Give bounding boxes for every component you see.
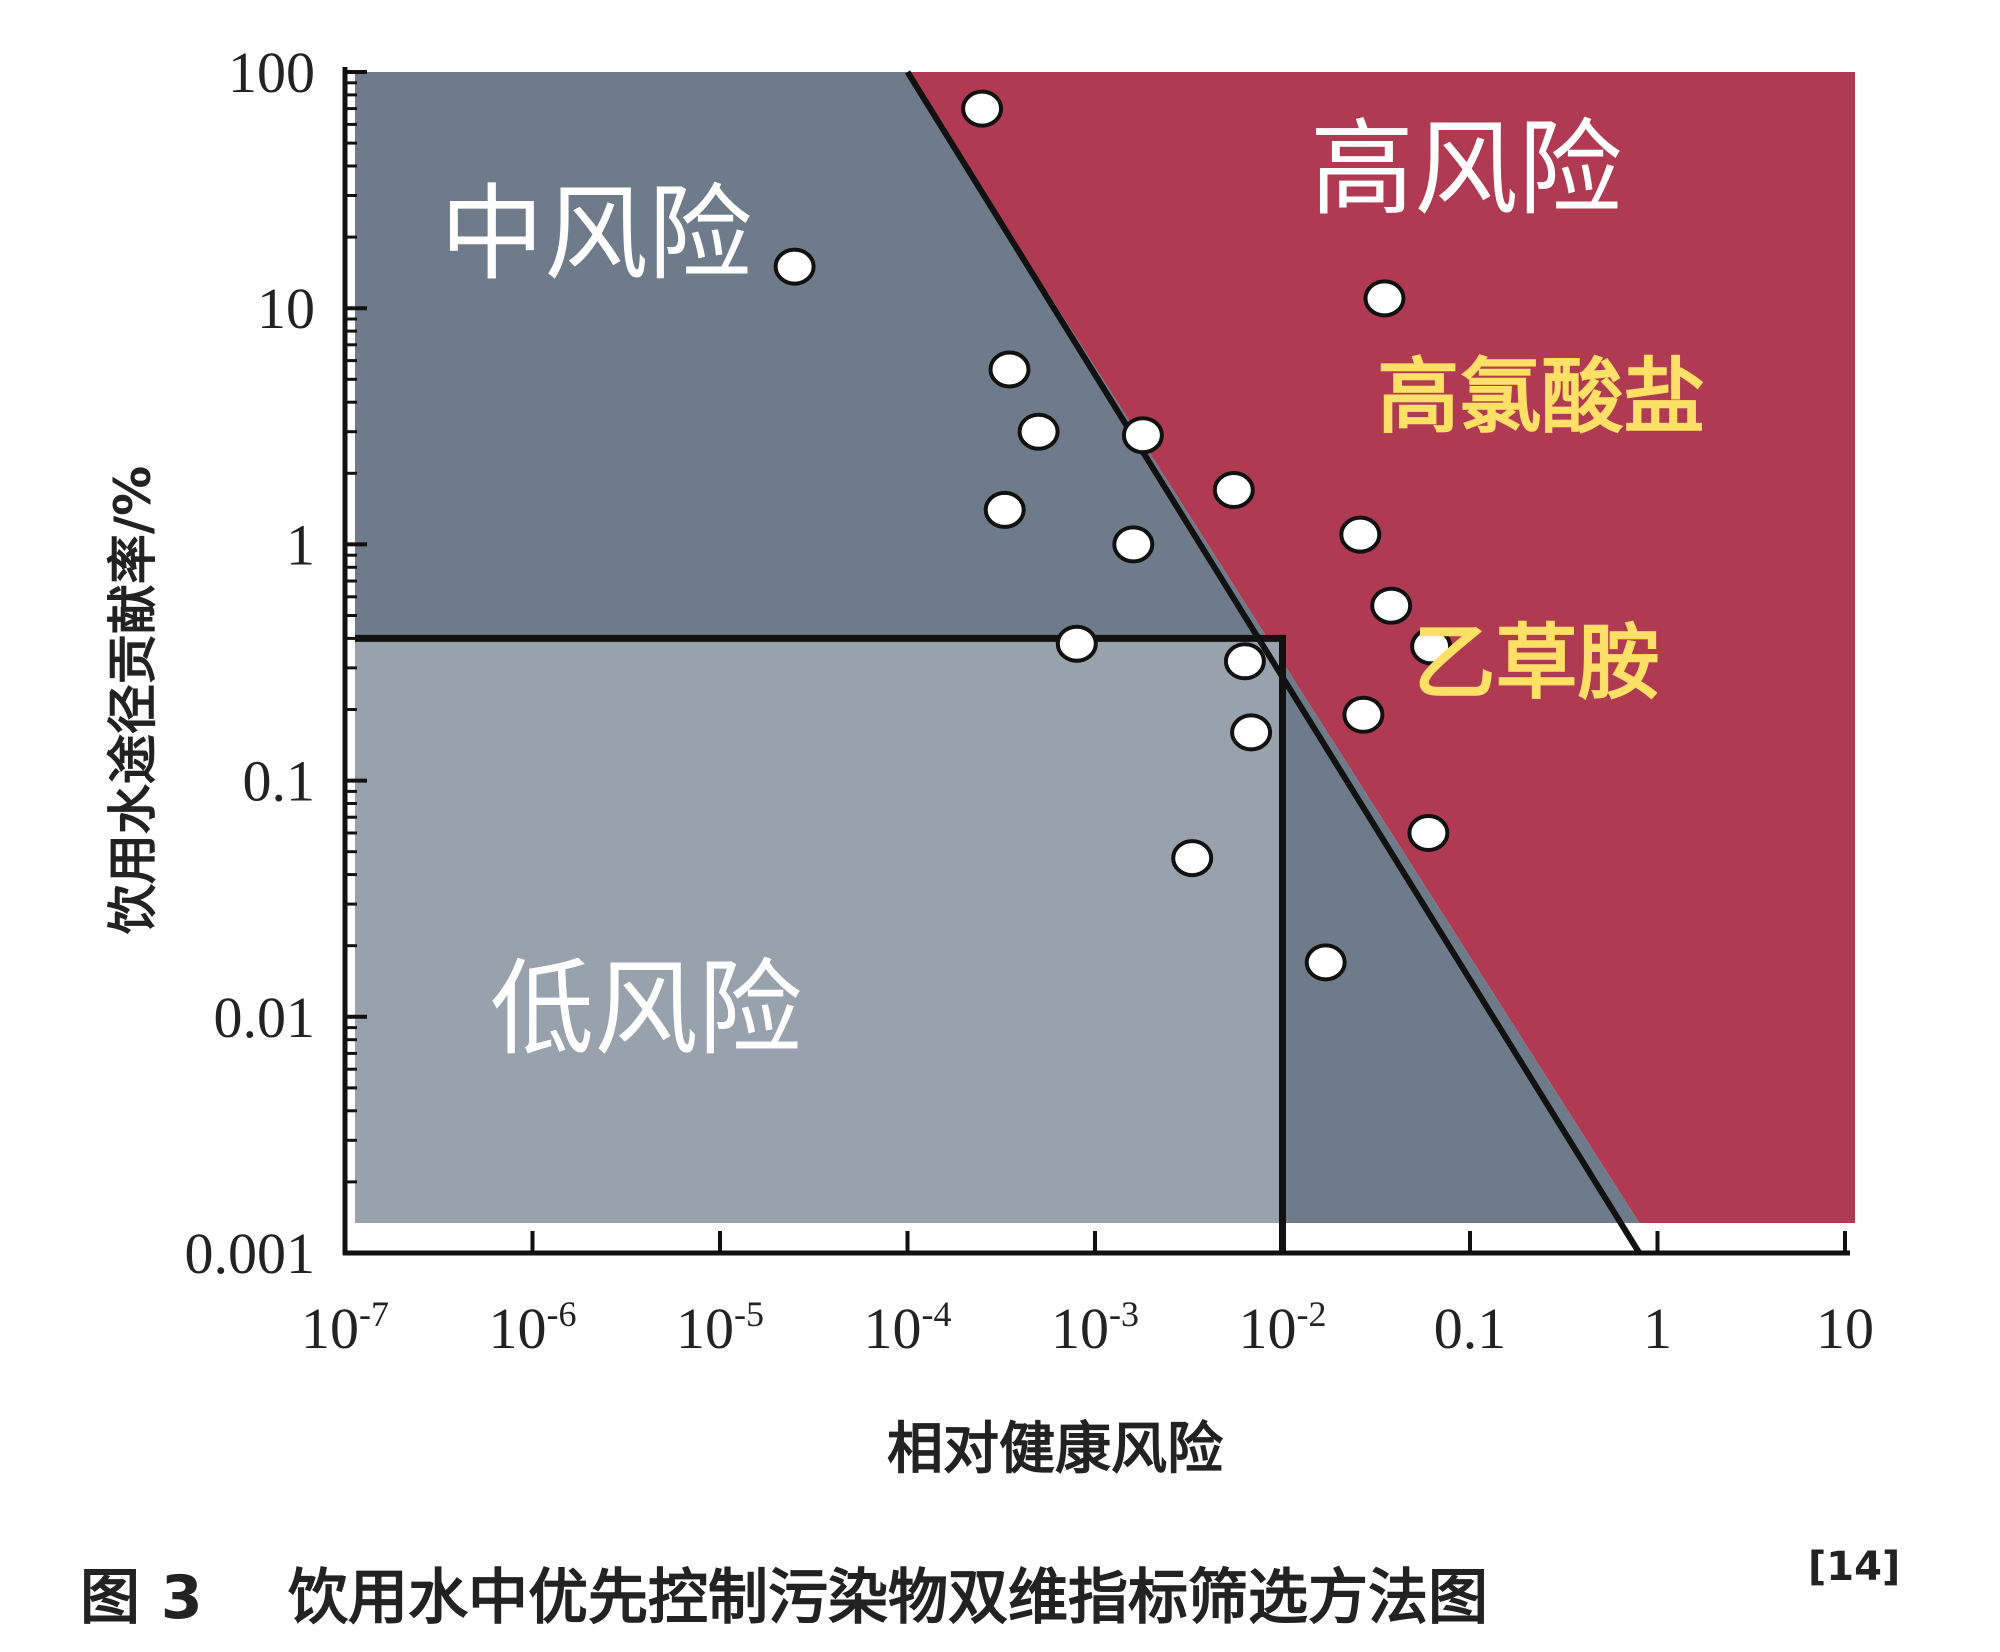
x-tick-exponent: -7 (359, 1294, 389, 1334)
y-tick-label: 1 (286, 512, 315, 577)
x-tick-exponent: -4 (922, 1294, 952, 1334)
x-tick-label: 10-3 (1051, 1294, 1139, 1361)
high-risk-zone (907, 72, 1855, 1223)
data-point-10 (1339, 515, 1382, 554)
zone-label-high: 高风险 (1310, 108, 1622, 230)
x-tick-label: 10 (1816, 1296, 1874, 1361)
x-tick-base: 10 (1239, 1296, 1297, 1361)
x-tick-base: 10 (1816, 1296, 1874, 1361)
risk-zones (355, 72, 1855, 1223)
data-point-5 (1017, 412, 1060, 451)
x-tick-base: 10 (301, 1296, 359, 1361)
y-tick-label: 0.01 (214, 985, 316, 1050)
data-point-14 (1223, 642, 1266, 681)
x-axis-title: 相对健康风险 (887, 1417, 1224, 1482)
x-tick-exponent: -3 (1109, 1294, 1139, 1334)
threshold-lines (355, 70, 1642, 1255)
data-point-13 (1055, 624, 1098, 663)
x-tick-label: 1 (1643, 1296, 1672, 1361)
annotation-acetochlor: 乙草胺 (1414, 616, 1660, 711)
data-point-9 (1112, 525, 1155, 564)
data-point-17 (1407, 814, 1450, 852)
x-tick-label: 10-6 (489, 1294, 577, 1361)
data-point-8 (983, 490, 1026, 529)
data-point-15 (1230, 713, 1273, 752)
y-tick-label: 100 (228, 40, 315, 105)
x-tick-base: 10 (676, 1296, 734, 1361)
y-axis-title: 饮用水途径贡献率/% (104, 466, 162, 934)
figure-caption: 图 3 饮用水中优先控制污染物双维指标筛选方法图 [14] (80, 1544, 1900, 1633)
data-point-18 (1171, 839, 1214, 878)
x-tick-exponent: -5 (734, 1294, 764, 1334)
annotation-perchlorate: 高氯酸盐 (1377, 350, 1705, 445)
x-tick-label: 10-4 (864, 1294, 952, 1361)
x-tick-base: 10 (1051, 1296, 1109, 1361)
zone-label-low: 低风险 (490, 948, 802, 1070)
x-tick-base: 10 (864, 1296, 922, 1361)
data-points (773, 89, 1453, 982)
data-point-2 (773, 247, 816, 286)
data-point-11 (1370, 586, 1413, 625)
data-point-6 (1121, 416, 1164, 455)
data-point-16 (1342, 695, 1385, 734)
x-tick-label: 10-7 (301, 1294, 389, 1361)
x-tick-exponent: -2 (1297, 1294, 1327, 1334)
figure-number: 图 3 (80, 1563, 203, 1633)
x-tick-base: 10 (489, 1296, 547, 1361)
x-tick-base: 1 (1643, 1296, 1672, 1361)
data-point-19 (1304, 943, 1347, 982)
x-tick-base: 0.1 (1434, 1296, 1507, 1361)
y-tick-label: 10 (257, 276, 315, 341)
x-tick-label: 10-2 (1239, 1294, 1327, 1361)
zone-labels: 中风险 高风险 低风险 (440, 108, 1622, 1070)
low-risk-threshold-line (355, 634, 1286, 1253)
x-axis-ticks: 10-7 10-6 10-5 10-4 10-3 10-2 0.1 1 10 (301, 1231, 1874, 1361)
data-point-12 (1410, 627, 1453, 666)
low-risk-zone (355, 638, 1283, 1223)
data-point-4 (988, 350, 1031, 389)
data-point-7 (1212, 471, 1255, 509)
y-tick-label: 0.1 (243, 749, 316, 814)
risk-boundary-line (904, 70, 1642, 1255)
y-axis-ticks: 100 10 1 0.1 0.01 0.001 (185, 40, 367, 1286)
annotations: 高氯酸盐 乙草胺 (1377, 350, 1705, 711)
x-tick-label: 0.1 (1434, 1296, 1507, 1361)
data-point-1 (961, 89, 1004, 128)
x-tick-exponent: -6 (547, 1294, 577, 1334)
zone-label-medium: 中风险 (440, 173, 752, 295)
y-tick-label: 0.001 (185, 1221, 316, 1286)
figure-caption-text: 饮用水中优先控制污染物双维指标筛选方法图 (288, 1563, 1488, 1633)
data-point-3 (1363, 279, 1406, 318)
figure-reference: [14] (1808, 1544, 1900, 1590)
x-tick-label: 10-5 (676, 1294, 764, 1361)
